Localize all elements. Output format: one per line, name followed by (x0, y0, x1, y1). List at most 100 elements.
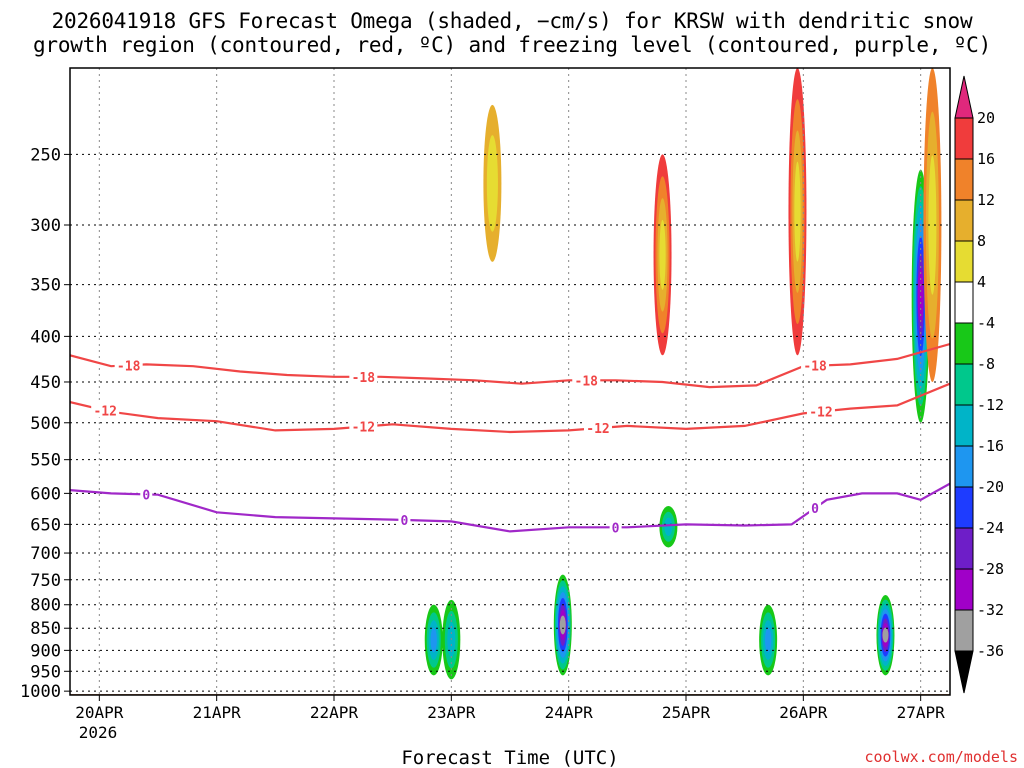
colorbar-label: -28 (977, 560, 1004, 578)
contour-layer: -18 -18 -18 -18 -12 -12 -12 -12 0 0 0 0 (70, 342, 950, 536)
colorbar-box (954, 363, 974, 406)
y-tick-label: 700 (30, 544, 61, 564)
omega-blob (483, 104, 502, 262)
contour-label-bg (584, 421, 612, 436)
contour-label-bg (91, 403, 120, 418)
colorbar-label: -32 (977, 601, 1004, 619)
omega-blob-level (486, 135, 498, 232)
omega-blob-level (659, 219, 666, 290)
y-tick-label: 450 (30, 373, 61, 393)
colorbar-label: -4 (977, 314, 995, 332)
colorbar-bottom-arrow (954, 650, 974, 694)
contour-label-bg (114, 358, 143, 373)
contour-label: -18 (117, 359, 141, 374)
omega-blob-level (882, 627, 889, 643)
y-tick-label: 550 (30, 451, 61, 471)
chart-title-line-1: 2026041918 GFS Forecast Omega (shaded, −… (51, 9, 973, 33)
y-tick-label: 900 (30, 641, 61, 661)
omega-blob-level (559, 615, 566, 635)
colorbar-top-arrow (954, 75, 974, 119)
omega-blob (876, 594, 895, 676)
omega-blob (424, 604, 443, 676)
x-tick-label: 22APR (310, 703, 359, 722)
contour-label-bg (572, 373, 601, 388)
x-tick-label: 20APR (75, 703, 124, 722)
contour-label: 0 (142, 488, 150, 503)
y-tick-label: 950 (30, 662, 61, 682)
colorbar-box (954, 609, 974, 652)
colorbar-label: -20 (977, 478, 1004, 496)
omega-blob-level (765, 627, 772, 653)
omega-blob-level (430, 627, 437, 653)
y-tick-label: 800 (30, 596, 61, 616)
contour-label: -12 (93, 404, 116, 419)
omega-blob (788, 68, 807, 356)
x-tick-label: 27APR (897, 703, 946, 722)
colorbar-box (954, 568, 974, 611)
contour-label: 0 (811, 502, 819, 517)
omega-blob (659, 506, 678, 548)
y-tick-label: 750 (30, 571, 61, 591)
y-tick-label: 650 (30, 515, 61, 535)
contour-label-bg (349, 419, 378, 434)
contour-label-bg (140, 487, 153, 502)
colorbar-box (954, 445, 974, 488)
grid-layer (70, 68, 950, 695)
contour-label-bg (806, 404, 835, 419)
colorbar: 20 16 12 8 4 -4 -8 -12 -16 -20 -24 -28 -32 -36 (954, 75, 1004, 694)
x-tick-label: 24APR (545, 703, 594, 722)
contour-line (70, 482, 950, 533)
contour-line (70, 342, 950, 389)
y-tick-label: 850 (30, 619, 61, 639)
x-axis-year: 2026 (79, 723, 118, 742)
colorbar-label: -12 (977, 396, 1004, 414)
contour-label-bg (809, 500, 822, 515)
contour-label: -18 (352, 371, 376, 386)
colorbar-box (954, 281, 974, 324)
colorbar-label: -36 (977, 642, 1004, 660)
contour-label-bg (398, 512, 411, 527)
colorbar-box (954, 404, 974, 447)
colorbar-box (954, 486, 974, 529)
x-tick-label: 21APR (193, 703, 242, 722)
y-tick-label: 400 (30, 327, 61, 347)
omega-blob-level (794, 161, 801, 262)
y-tick-label: 500 (30, 414, 61, 434)
colorbar-label: 16 (977, 150, 995, 168)
y-tick-label: 300 (30, 216, 61, 236)
omega-blob-level (928, 155, 937, 295)
colorbar-label: 12 (977, 191, 995, 209)
credit-text: coolwx.com/models (864, 748, 1018, 766)
colorbar-label: -24 (977, 519, 1004, 537)
colorbar-box (954, 527, 974, 570)
chart-title-line-2: growth region (contoured, red, ºC) and f… (32, 33, 992, 57)
colorbar-box (954, 322, 974, 365)
y-tick-label: 600 (30, 484, 61, 504)
omega-blob (923, 68, 942, 382)
y-tick-label: 1000 (20, 682, 61, 702)
contour-label: -18 (803, 360, 827, 375)
omega-blob (553, 574, 572, 676)
omega-blob-level (664, 517, 673, 536)
colorbar-label: 4 (977, 273, 986, 291)
omega-blob (653, 154, 672, 356)
contour-label: -18 (575, 374, 599, 389)
y-tick-label: 350 (30, 276, 61, 296)
x-tick-label: 25APR (662, 703, 711, 722)
contour-label-bg (349, 369, 378, 384)
contour-label: 0 (400, 514, 408, 529)
contour-label-bg (801, 358, 830, 373)
colorbar-box (954, 158, 974, 201)
colorbar-box (954, 199, 974, 242)
x-axis: 20APR 21APR 22APR 23APR 24APR 25APR 26APR 27APR (75, 695, 945, 722)
omega-blob (759, 604, 778, 676)
x-tick-label: 23APR (427, 703, 476, 722)
contour-label-bg (609, 520, 622, 535)
colorbar-label: 20 (977, 109, 995, 127)
colorbar-box (954, 117, 974, 160)
y-tick-label: 250 (30, 145, 61, 165)
contour-label: 0 (612, 521, 620, 536)
contour-label: -12 (352, 421, 375, 436)
x-axis-title: Forecast Time (UTC) (401, 747, 618, 768)
omega-shading-layer (424, 68, 942, 680)
